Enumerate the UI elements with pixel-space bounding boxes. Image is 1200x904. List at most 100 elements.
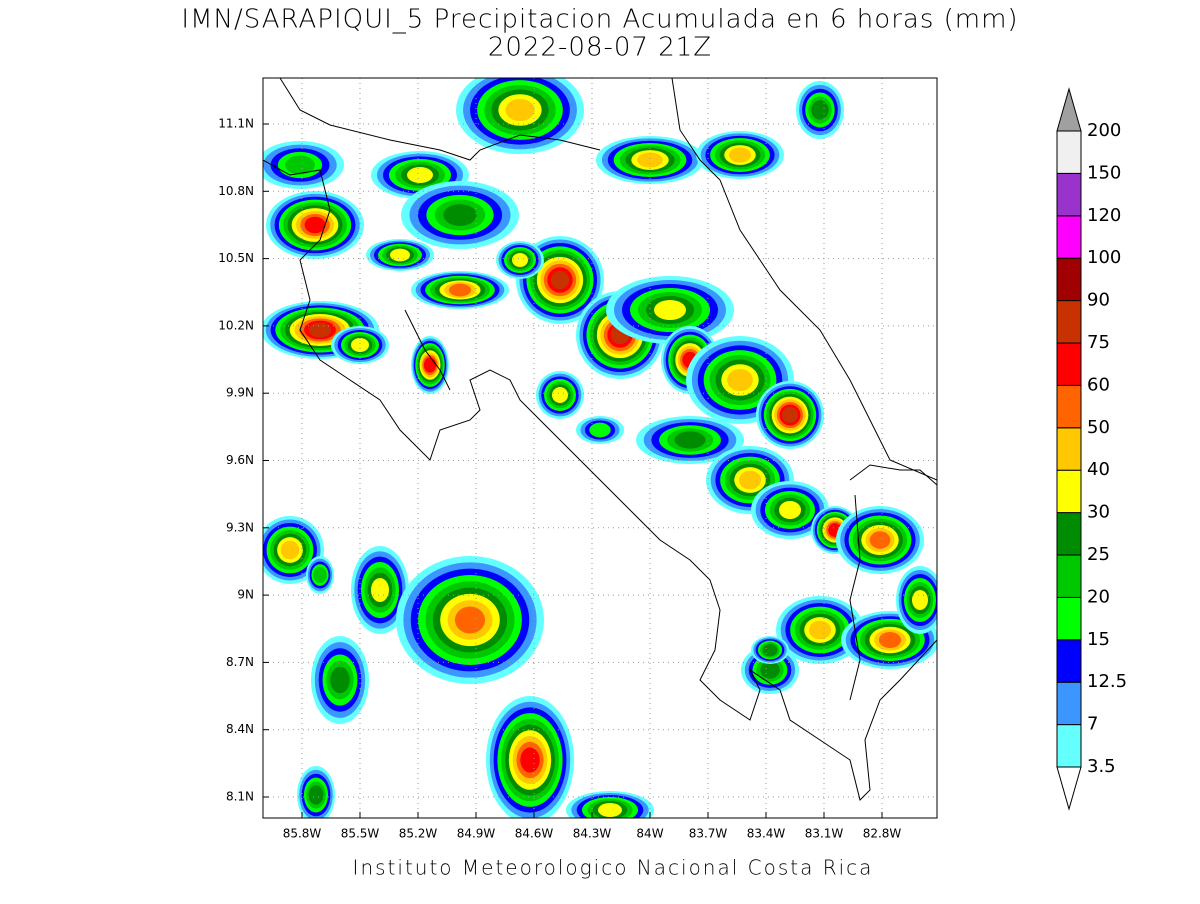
colorbar-label: 100 <box>1087 247 1121 268</box>
colorbar-box <box>1056 342 1082 386</box>
y-tick-label: 8.4N <box>226 722 254 736</box>
colorbar-box <box>1056 681 1082 726</box>
precip-contour <box>423 357 437 373</box>
y-tick-label: 10.8N <box>218 184 254 198</box>
precip-contour <box>811 100 829 120</box>
colorbar-label: 40 <box>1087 459 1110 480</box>
map-frame <box>262 77 938 819</box>
footer: Instituto Meteorologico Nacional Costa R… <box>353 856 874 880</box>
colorbar-box <box>1056 596 1082 641</box>
precip-contour <box>505 98 535 122</box>
precip-contour <box>520 747 540 773</box>
coastlines <box>263 78 937 801</box>
colorbar-box <box>1056 639 1082 683</box>
colorbar-label: 200 <box>1087 120 1121 141</box>
colorbar-box <box>1056 469 1082 514</box>
precip-contour <box>407 167 433 183</box>
precip-contour <box>637 152 663 168</box>
x-tick-label: 83.1W <box>805 827 844 841</box>
precip-contour <box>552 387 568 403</box>
x-tick-label: 84W <box>636 827 663 841</box>
y-tick-label: 8.1N <box>226 790 254 804</box>
precip-contour <box>912 590 928 610</box>
precip-contour <box>448 283 472 297</box>
precip-contour <box>738 470 762 490</box>
colorbar-under <box>1056 766 1082 811</box>
colorbar-label: 25 <box>1087 544 1110 565</box>
colorbar-label: 90 <box>1087 290 1110 311</box>
colorbar-box <box>1056 384 1082 429</box>
precip-contour <box>654 300 686 320</box>
colorbar-box <box>1056 130 1082 174</box>
colorbar-box <box>1056 512 1082 556</box>
x-tick-label: 83.4W <box>747 827 786 841</box>
caribbean-coast <box>671 78 937 481</box>
colorbar-box <box>1056 172 1082 217</box>
precip-contour <box>285 155 315 175</box>
x-tick-label: 85.5W <box>341 827 380 841</box>
precip-contour <box>280 540 300 560</box>
colorbar-label: 3.5 <box>1087 756 1116 777</box>
colorbar-box <box>1056 300 1082 344</box>
precip-contour <box>308 785 324 805</box>
colorbar-label: 15 <box>1087 629 1110 650</box>
y-tick-label: 10.5N <box>218 251 254 265</box>
subtitle: 2022-08-07 21Z <box>488 33 712 63</box>
precip-contour <box>512 253 528 267</box>
precip-contour <box>351 338 369 352</box>
precip-contour <box>727 368 753 392</box>
precip-contour <box>674 431 706 449</box>
colorbar-over <box>1056 87 1082 132</box>
y-tick-label: 9.3N <box>226 520 254 534</box>
colorbar-label: 50 <box>1087 417 1110 438</box>
colorbar-box <box>1056 427 1082 471</box>
grid <box>263 78 937 818</box>
colorbar-label: 120 <box>1087 205 1121 226</box>
y-tick-label: 10.2N <box>218 318 254 332</box>
x-tick-label: 85.8W <box>283 827 322 841</box>
precip-field <box>263 78 937 818</box>
colorbar-box <box>1056 257 1082 302</box>
precip-contour <box>371 578 389 602</box>
colorbar-label: 30 <box>1087 502 1110 523</box>
colorbar-label: 150 <box>1087 162 1121 183</box>
pacific-coast <box>263 159 937 801</box>
colorbar-label: 75 <box>1087 332 1110 353</box>
panama-border <box>849 464 937 701</box>
precip-contour <box>330 666 350 694</box>
precip-contour <box>308 322 332 338</box>
precip-contour <box>808 620 832 640</box>
y-tick-label: 9N <box>237 588 254 602</box>
colorbar-box <box>1056 215 1082 259</box>
precip-contour <box>782 407 798 423</box>
y-tick-label: 9.6N <box>226 453 254 467</box>
colorbar-box <box>1056 554 1082 598</box>
y-tick-label: 9.9N <box>226 386 254 400</box>
colorbar-label: 7 <box>1087 714 1098 735</box>
y-tick-label: 8.7N <box>226 655 254 669</box>
precip-contour <box>313 566 327 584</box>
precip-contour <box>779 501 801 519</box>
precip-contour <box>550 270 570 290</box>
border <box>279 78 601 161</box>
colorbar-box <box>1056 724 1082 768</box>
x-tick-label: 85.2W <box>399 827 438 841</box>
x-tick-label: 84.9W <box>457 827 496 841</box>
precip-contour <box>762 643 778 657</box>
precip-contour <box>304 216 326 234</box>
colorbar: 3.5 7 12.5 15 20 25 30 40 50 60 75 90 100 120 150 200 <box>1056 87 1127 811</box>
colorbar-label: 60 <box>1087 374 1110 395</box>
x-tick-label: 84.3W <box>573 827 612 841</box>
precip-contour <box>443 204 477 226</box>
precip-contour <box>390 248 410 262</box>
x-tick-label: 84.6W <box>515 827 554 841</box>
precip-contour <box>598 803 622 817</box>
x-tick-label: 83.7W <box>689 827 728 841</box>
colorbar-label: 12.5 <box>1087 671 1127 692</box>
x-tick-label: 82.8W <box>863 827 902 841</box>
y-tick-label: 11.1N <box>218 117 254 131</box>
precip-contour <box>589 422 611 438</box>
precip-contour <box>728 147 752 163</box>
precip-contour <box>878 632 902 648</box>
